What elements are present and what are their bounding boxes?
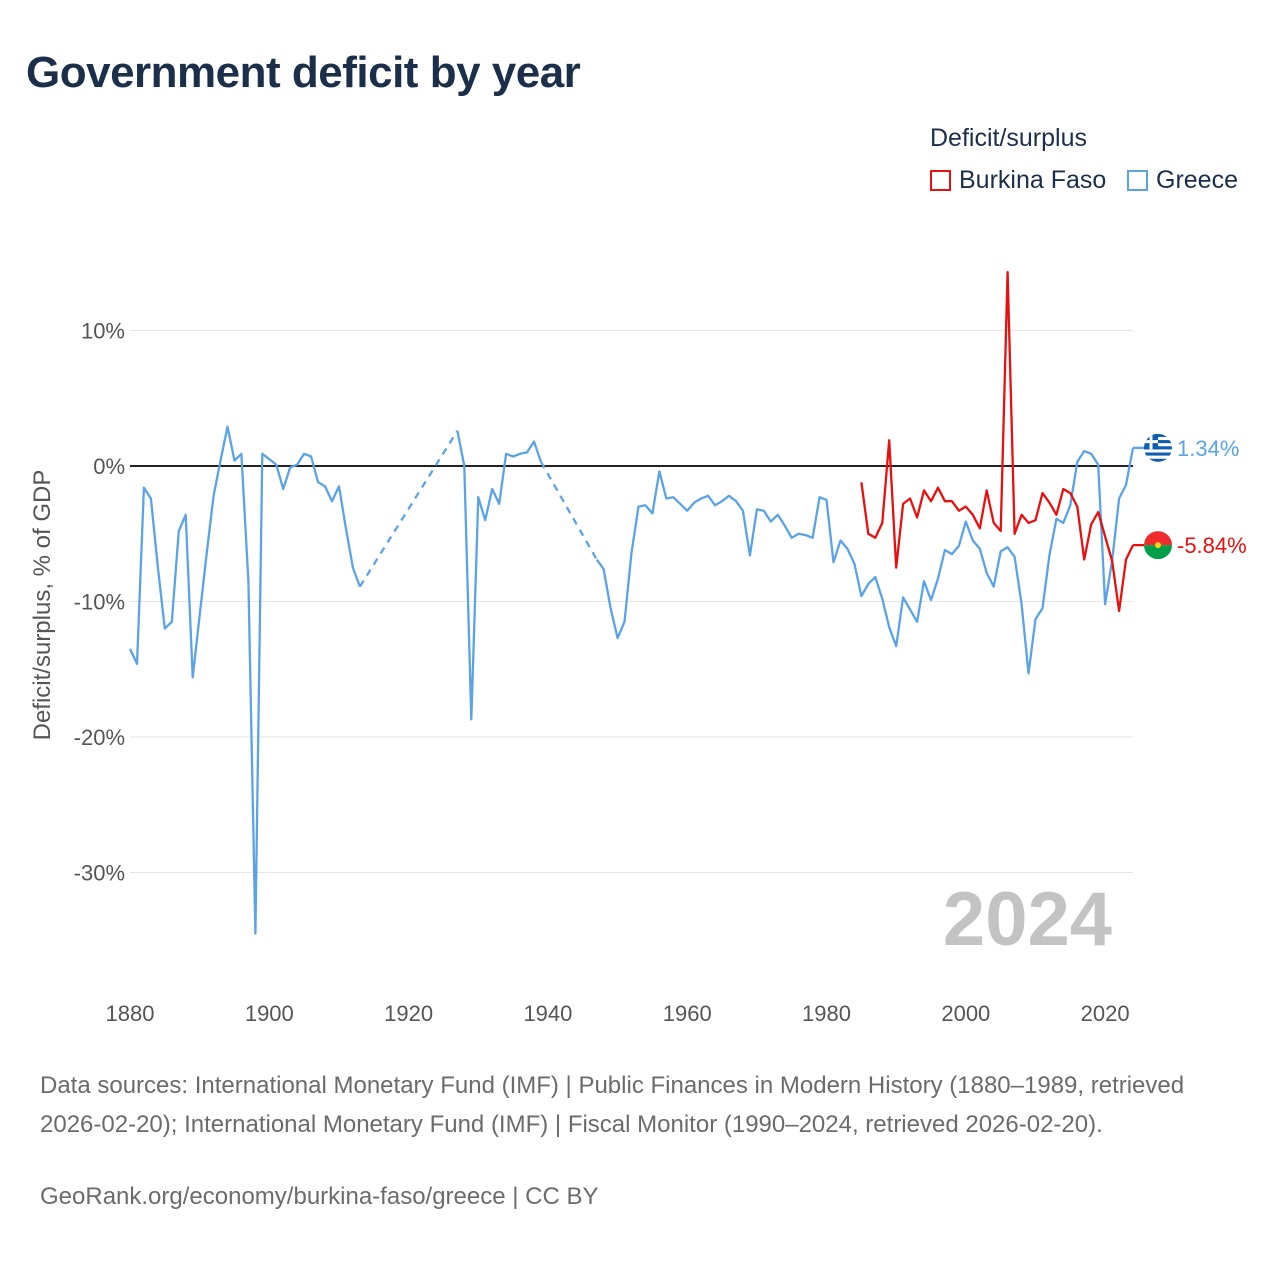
- x-tick-label: 1900: [245, 1001, 294, 1026]
- x-tick-label: 1980: [802, 1001, 851, 1026]
- x-tick-label: 1960: [663, 1001, 712, 1026]
- legend-title: Deficit/surplus: [930, 124, 1087, 152]
- y-tick-label: 0%: [93, 454, 125, 479]
- series-lines: [128, 271, 1135, 935]
- x-tick-label: 1920: [384, 1001, 433, 1026]
- legend-item-burkina-faso[interactable]: Burkina Faso: [930, 166, 1106, 195]
- y-tick-label: -20%: [74, 725, 125, 750]
- legend-label-greece: Greece: [1156, 166, 1238, 194]
- x-tick-label: 2020: [1081, 1001, 1130, 1026]
- series-line-greece: [128, 425, 361, 935]
- legend-label-burkina-faso: Burkina Faso: [959, 166, 1107, 194]
- x-tick-label: 1940: [523, 1001, 572, 1026]
- series-line-burkina-faso: [860, 271, 1135, 613]
- series-line-greece: [358, 430, 459, 588]
- series-end-labels: 1.34% -5.84%: [1133, 433, 1247, 560]
- y-axis-ticks: 10% 0% -10% -20% -30%: [74, 319, 125, 886]
- y-tick-label: -10%: [74, 590, 125, 615]
- data-sources: Data sources: International Monetary Fun…: [40, 1072, 1185, 1138]
- burkina-faso-flag-icon: [1144, 531, 1172, 560]
- line-chart: 2024 10%0%-10%-20%-30% 1880 1900 1920 1940 1…: [29, 271, 1247, 1026]
- y-axis-label: Deficit/surplus, % of GDP: [29, 470, 56, 741]
- year-watermark: 2024: [943, 877, 1112, 962]
- x-axis-ticks: 1880 1900 1920 1940 1960 1980 2000 2020: [106, 1001, 1130, 1026]
- end-label-greece: 1.34%: [1177, 436, 1239, 461]
- y-tick-label: 10%: [81, 319, 125, 344]
- x-tick-label: 2000: [941, 1001, 990, 1026]
- grid-lines: [130, 330, 1133, 873]
- y-tick-label: -30%: [74, 861, 125, 886]
- credit-link[interactable]: GeoRank.org/economy/burkina-faso/greece …: [40, 1183, 599, 1210]
- legend-swatch-greece: [1127, 170, 1148, 191]
- series-line-greece: [456, 430, 543, 721]
- x-tick-label: 1880: [106, 1001, 155, 1026]
- series-line-greece: [595, 447, 1135, 675]
- chart-title: Government deficit by year: [26, 48, 581, 97]
- legend-item-greece[interactable]: Greece: [1127, 166, 1238, 195]
- end-label-burkina-faso: -5.84%: [1177, 533, 1247, 558]
- legend-swatch-burkina-faso: [930, 170, 951, 191]
- series-line-greece: [540, 461, 598, 561]
- greece-flag-icon: [1144, 433, 1172, 462]
